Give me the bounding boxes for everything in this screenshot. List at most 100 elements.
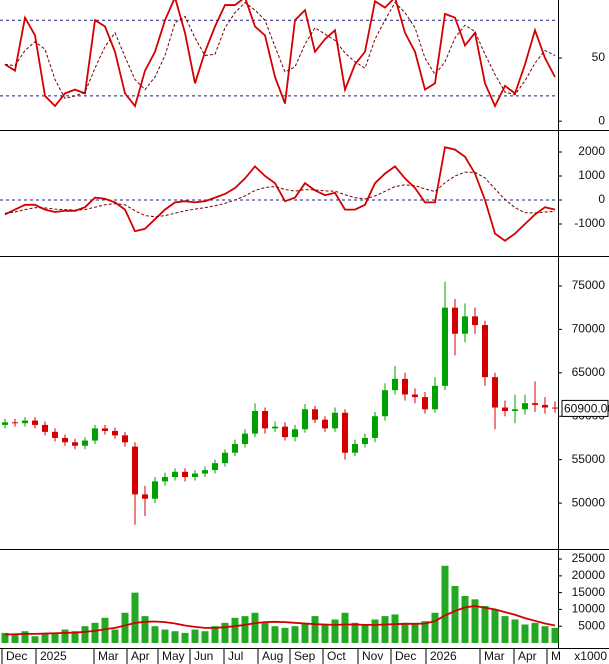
volume-bar xyxy=(211,626,219,643)
candle-body xyxy=(452,307,458,334)
y-tick-label: 50 xyxy=(592,50,606,64)
candle-body xyxy=(502,407,508,412)
candle-body xyxy=(232,444,238,453)
candle-body xyxy=(102,428,108,431)
candle-body xyxy=(262,411,268,429)
y-tick-label: 0 xyxy=(598,192,605,206)
candle-body xyxy=(92,428,98,441)
candle-body xyxy=(412,394,418,398)
candle-body xyxy=(112,430,118,436)
volume-bar xyxy=(51,632,59,643)
x-tick-label: Sep xyxy=(294,649,316,663)
volume-bar xyxy=(191,629,199,643)
candle-body xyxy=(32,420,38,425)
volume-bar xyxy=(451,585,459,643)
volume-bar xyxy=(481,606,489,643)
candle-body xyxy=(552,407,558,409)
unit-label: x1000 xyxy=(574,649,607,663)
candle-body xyxy=(312,409,318,420)
volume-bar xyxy=(41,633,49,643)
y-tick-label: -1000 xyxy=(574,216,605,230)
volume-bar xyxy=(501,616,509,643)
y-tick-label: 0 xyxy=(598,113,605,127)
volume-bar xyxy=(251,612,259,643)
candle-body xyxy=(82,440,88,446)
volume-bar xyxy=(341,612,349,643)
candle-body xyxy=(342,412,348,453)
volume-bar xyxy=(121,612,129,643)
candle-body xyxy=(392,378,398,391)
x-tick-label: Dec xyxy=(6,649,27,663)
volume-bar xyxy=(261,622,269,643)
candle-body xyxy=(522,403,528,410)
volume-bar xyxy=(31,636,39,643)
volume-bar xyxy=(91,622,99,643)
volume-bar xyxy=(151,626,159,643)
series-line xyxy=(4,171,556,218)
volume-bar xyxy=(11,634,19,643)
candle-body xyxy=(182,471,188,478)
volume-bar xyxy=(401,622,409,643)
volume-bar xyxy=(381,616,389,643)
volume-bar xyxy=(321,624,329,643)
volume-bar xyxy=(21,631,29,643)
volume-bar xyxy=(471,599,479,643)
volume-bar xyxy=(361,624,369,643)
volume-bar xyxy=(101,617,109,643)
series-line xyxy=(4,146,556,242)
volume-bar xyxy=(131,592,139,643)
volume-bar xyxy=(551,627,559,643)
volume-bar xyxy=(371,619,379,643)
x-tick-label: 2025 xyxy=(40,649,67,663)
last-price-label: 60900.00 xyxy=(564,402,609,416)
candle-body xyxy=(512,409,518,412)
candle-body xyxy=(22,420,28,424)
candle-body xyxy=(142,494,148,499)
candle-body xyxy=(382,390,388,417)
volume-bar xyxy=(331,619,339,643)
candle-body xyxy=(2,422,8,425)
x-tick-label: Mar xyxy=(98,649,119,663)
x-tick-label: 2026 xyxy=(430,649,457,663)
y-tick-label: 55000 xyxy=(572,452,606,466)
y-tick-label: 1000 xyxy=(578,168,605,182)
candle-body xyxy=(162,477,168,482)
x-tick-label: Apr xyxy=(518,649,537,663)
y-tick-label: 10000 xyxy=(572,602,606,616)
volume-bar xyxy=(171,631,179,643)
candle-body xyxy=(282,426,288,438)
candle-body xyxy=(242,433,248,445)
y-tick-label: 2000 xyxy=(578,144,605,158)
volume-bar xyxy=(541,626,549,643)
last-price-box xyxy=(561,399,609,417)
candle-body xyxy=(492,377,498,408)
candle-body xyxy=(322,419,328,429)
candle-body xyxy=(442,307,448,386)
candle-body xyxy=(72,442,78,446)
series-line xyxy=(4,0,556,109)
x-tick-label: Mar xyxy=(484,649,505,663)
candle-body xyxy=(172,471,178,478)
volume-bar xyxy=(391,614,399,643)
x-tick-label: Apr xyxy=(131,649,150,663)
volume-bar xyxy=(221,622,229,643)
candle-body xyxy=(532,403,538,405)
volume-bar xyxy=(521,624,529,643)
y-tick-label: 50000 xyxy=(572,495,606,509)
candle-body xyxy=(422,397,428,410)
candle-body xyxy=(212,463,218,471)
volume-bar xyxy=(441,565,449,643)
x-tick-label: May xyxy=(162,649,185,663)
volume-bar xyxy=(311,616,319,643)
x-tick-label: Jul xyxy=(228,649,243,663)
y-tick-label: 70000 xyxy=(572,322,606,336)
candle-body xyxy=(222,452,228,464)
volume-bar xyxy=(271,626,279,643)
candle-body xyxy=(482,325,488,378)
candle-body xyxy=(292,429,298,438)
volume-bar xyxy=(421,621,429,643)
candle-body xyxy=(252,411,258,434)
candle-body xyxy=(12,422,18,424)
volume-bar xyxy=(531,622,539,643)
